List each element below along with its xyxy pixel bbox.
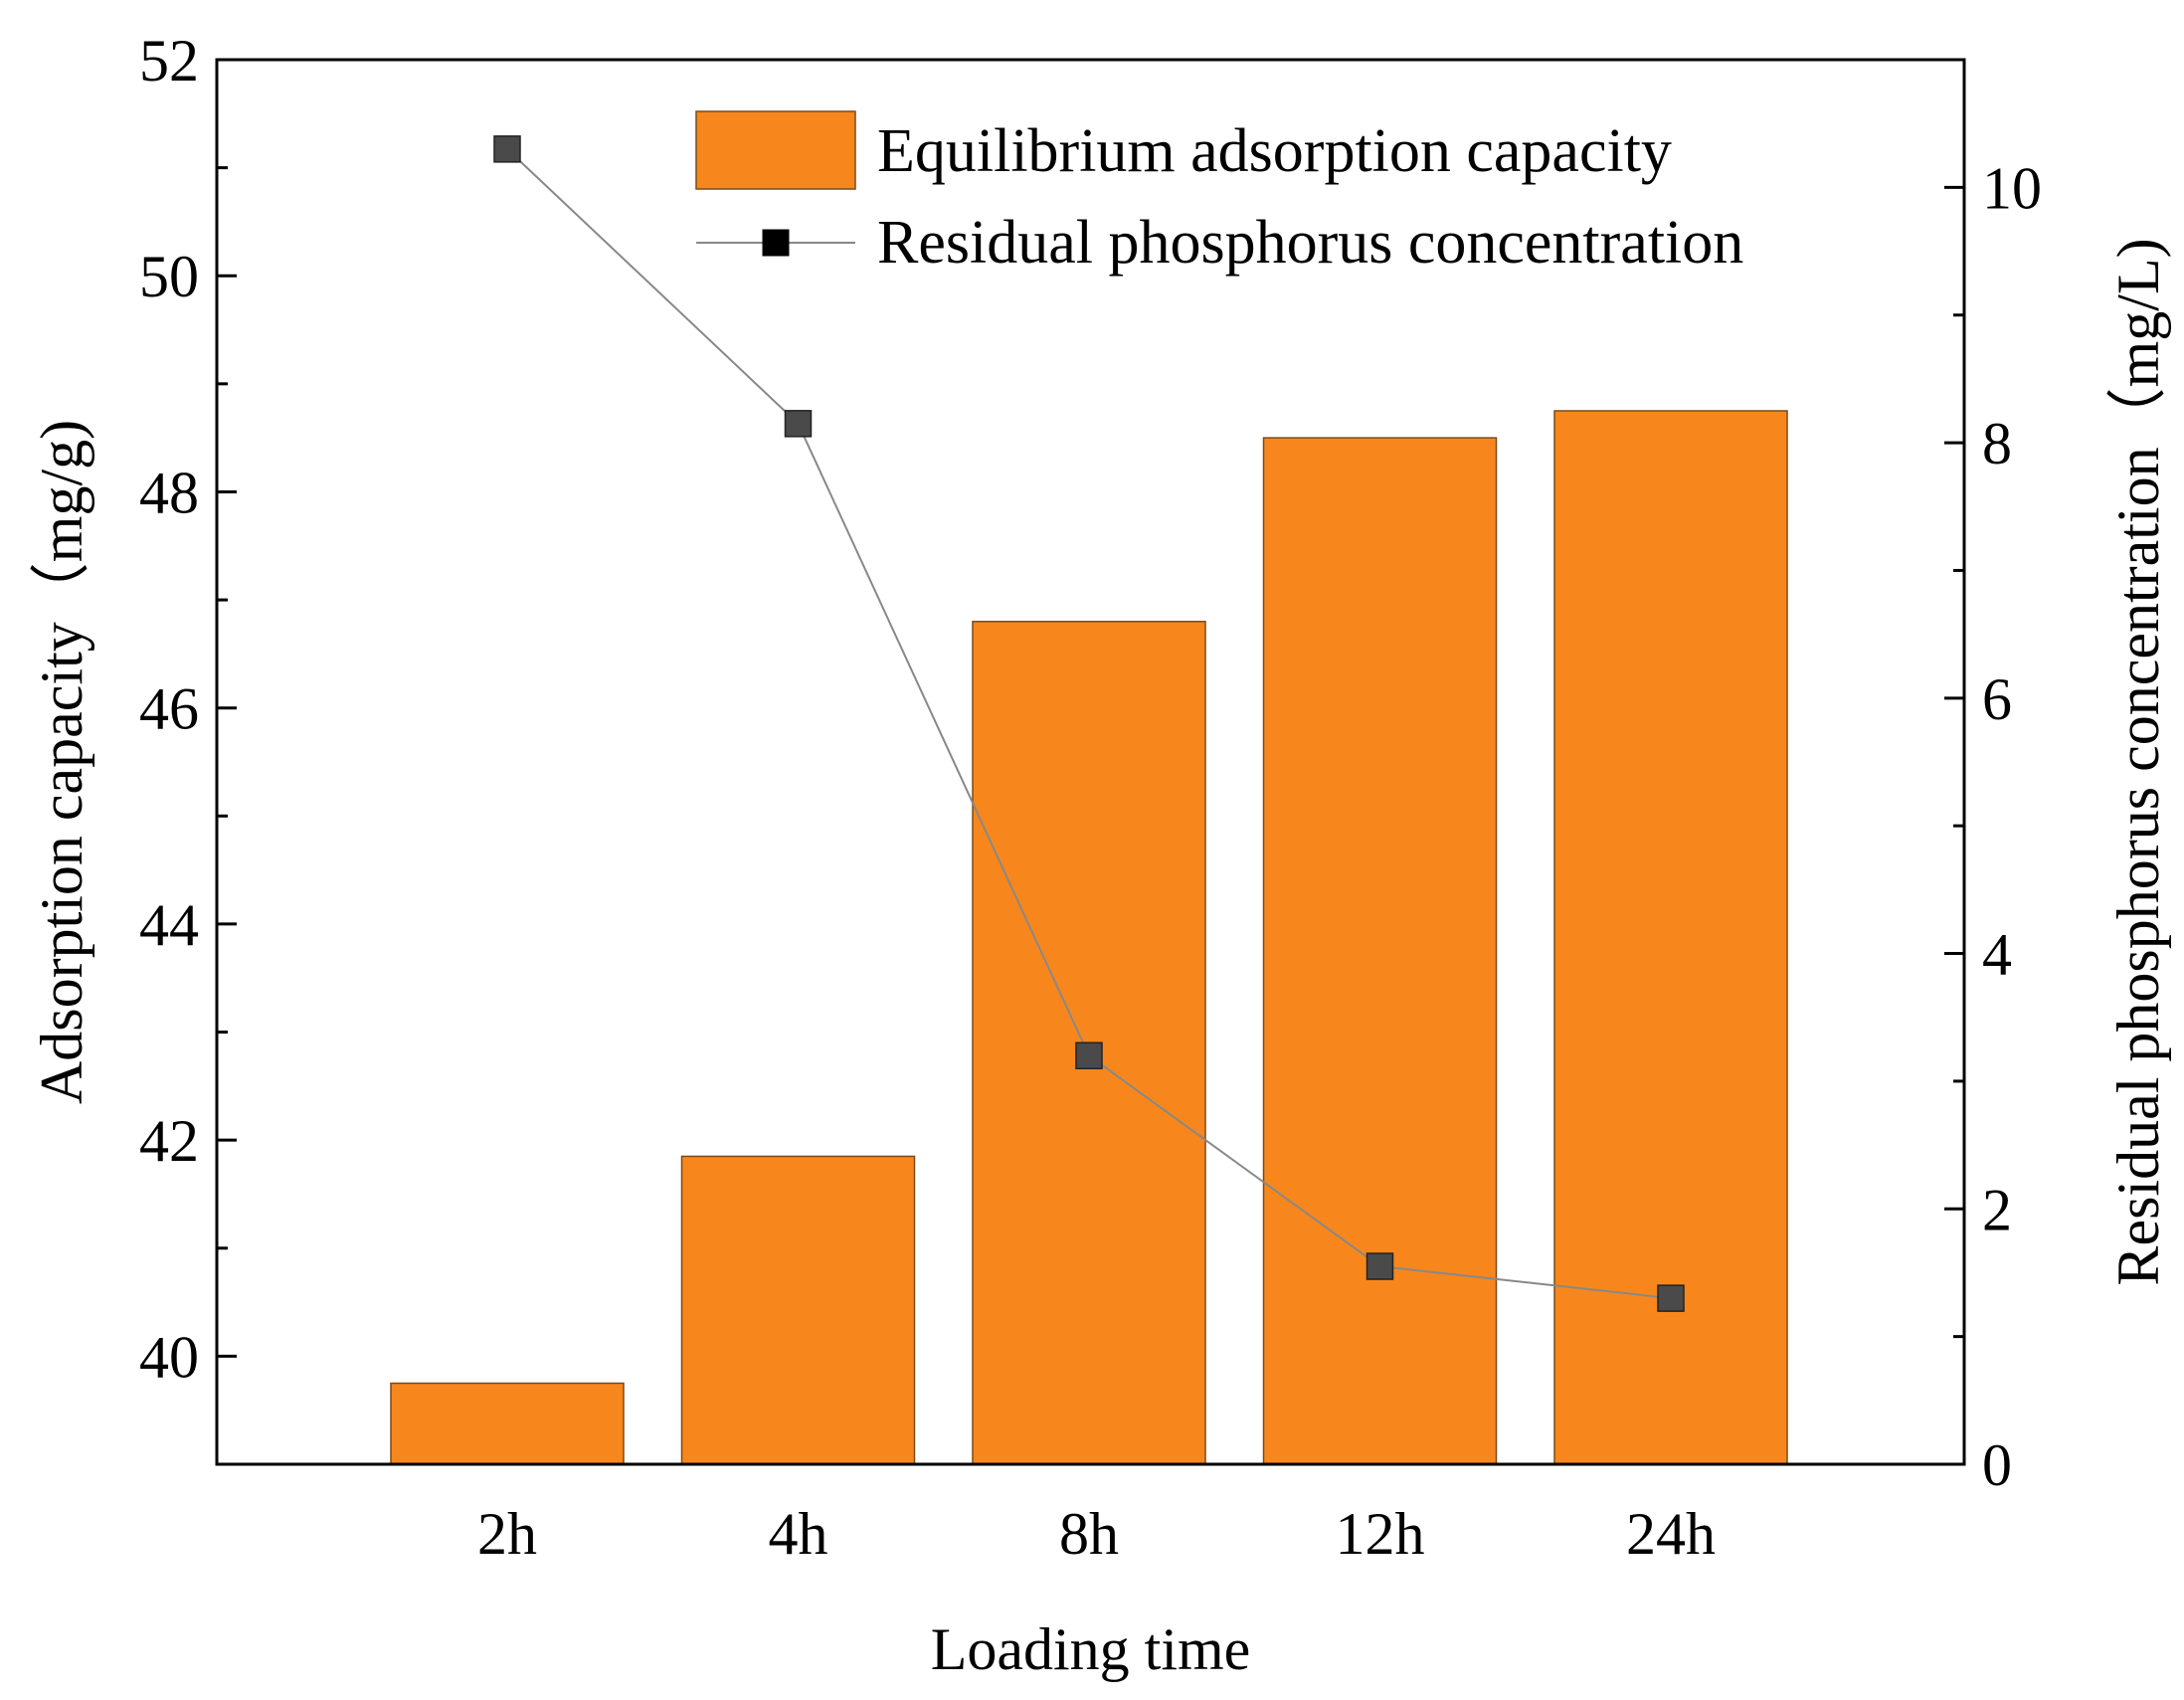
- marker-4h: [784, 410, 813, 438]
- marker-2h: [493, 135, 521, 163]
- x-tick-label: 2h: [477, 1501, 537, 1567]
- plot-frame: [215, 58, 1966, 1466]
- y-tick-label: 46: [139, 676, 199, 742]
- x-axis-title: Loading time: [931, 1616, 1251, 1682]
- y-tick-label: 42: [139, 1108, 199, 1174]
- y-tick-label: 48: [139, 460, 199, 525]
- y-tick-label: 50: [139, 244, 199, 309]
- x-tick-label: 8h: [1059, 1501, 1119, 1567]
- legend-bar-label: Equilibrium adsorption capacity: [877, 117, 1672, 185]
- legend: Equilibrium adsorption capacity Residual …: [695, 110, 1743, 277]
- marker-12h: [1365, 1252, 1394, 1280]
- legend-bar-swatch: [695, 110, 856, 190]
- bar-series: [390, 410, 1788, 1465]
- y-tick-label: 40: [139, 1324, 199, 1390]
- y-tick-label: 52: [139, 28, 199, 94]
- x-tick-label: 12h: [1336, 1501, 1425, 1567]
- y2-tick-label: 8: [1982, 411, 2012, 476]
- y2-tick-label: 6: [1982, 666, 2012, 732]
- bar-4h: [680, 1155, 916, 1465]
- legend-line-label: Residual phosphorus concentration: [877, 209, 1743, 277]
- y2-axis-title: Residual phosphorus concentration（mg/L): [2105, 238, 2171, 1285]
- x-tick-label: 4h: [769, 1501, 828, 1567]
- x-tick-label: 24h: [1626, 1501, 1716, 1567]
- bar-2h: [390, 1382, 625, 1465]
- line-series: [493, 135, 1685, 1312]
- y-tick-label: 44: [139, 892, 199, 958]
- y2-tick-label: 4: [1982, 922, 2012, 988]
- y2-tick-label: 0: [1982, 1432, 2012, 1498]
- y2-tick-label: 10: [1982, 155, 2042, 221]
- legend-marker-swatch: [762, 229, 790, 257]
- y-axis-title: Adsorption capacity（mg/g): [29, 420, 94, 1104]
- marker-8h: [1075, 1041, 1103, 1069]
- bar-12h: [1262, 437, 1498, 1465]
- marker-24h: [1657, 1284, 1685, 1312]
- y2-tick-label: 2: [1982, 1177, 2012, 1242]
